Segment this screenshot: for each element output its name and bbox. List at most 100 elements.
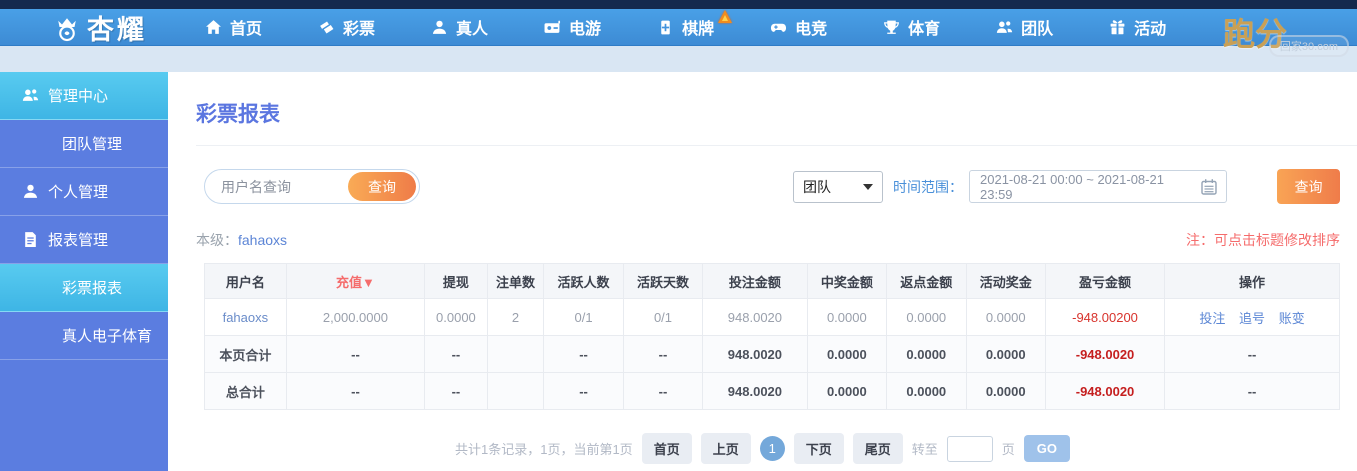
nav-label: 电竞 bbox=[795, 21, 828, 38]
header-label: 充值 bbox=[336, 274, 363, 290]
nav-menu: 首页 彩票 真人 电游 棋牌 电竞 体育 团队 bbox=[177, 9, 1194, 46]
cell-profit: -948.0020 bbox=[1044, 372, 1166, 410]
level-username-link[interactable]: fahaoxs bbox=[238, 232, 288, 248]
sidebar-item-live-esports[interactable]: 真人电子体育 bbox=[0, 312, 168, 360]
level-row: 本级： fahaoxs 注：可点击标题修改排序 bbox=[196, 230, 1340, 250]
nav-item-chess[interactable]: 棋牌 bbox=[629, 9, 742, 46]
bet-detail-link[interactable]: 投注 bbox=[1199, 310, 1226, 326]
arcade-icon bbox=[544, 20, 561, 33]
scope-select[interactable]: 团队 bbox=[793, 170, 883, 203]
header-bet-amount[interactable]: 投注金额 bbox=[702, 263, 808, 299]
nav-item-live[interactable]: 真人 bbox=[403, 9, 516, 46]
nav-item-team[interactable]: 团队 bbox=[968, 9, 1081, 46]
time-range-label: 时间范围： bbox=[893, 178, 963, 195]
next-page-button[interactable]: 下页 bbox=[793, 433, 844, 464]
cell-activity-bonus: 0.0000 bbox=[965, 335, 1046, 373]
header-withdraw[interactable]: 提现 bbox=[424, 263, 488, 299]
sidebar-item-report-management[interactable]: 报表管理 bbox=[0, 216, 168, 264]
cell-active-days: -- bbox=[622, 372, 704, 410]
nav-item-lottery[interactable]: 彩票 bbox=[290, 9, 403, 46]
chevron-down-icon bbox=[863, 183, 873, 190]
nav-label: 电游 bbox=[569, 21, 602, 38]
sidebar-item-admin-center[interactable]: 管理中心 bbox=[0, 72, 168, 120]
header-activity-bonus[interactable]: 活动奖金 bbox=[965, 263, 1046, 299]
current-page-indicator[interactable]: 1 bbox=[759, 436, 785, 461]
nav-item-esports[interactable]: 电竞 bbox=[742, 9, 855, 46]
cell-activity-bonus: 0.0000 bbox=[965, 298, 1046, 336]
cell-active-days: -- bbox=[622, 335, 704, 373]
sidebar-item-label: 个人管理 bbox=[48, 184, 109, 201]
esports-icon bbox=[771, 23, 787, 32]
nav-label: 活动 bbox=[1134, 21, 1167, 38]
nav-item-home[interactable]: 首页 bbox=[177, 9, 290, 46]
cell-active-users: -- bbox=[543, 335, 624, 373]
sidebar-item-personal-management[interactable]: 个人管理 bbox=[0, 168, 168, 216]
cell-activity-bonus: 0.0000 bbox=[965, 372, 1046, 410]
last-page-button[interactable]: 尾页 bbox=[852, 433, 903, 464]
cell-recharge: 2,000.0000 bbox=[285, 298, 426, 336]
nav-label: 体育 bbox=[908, 21, 941, 38]
go-button[interactable]: GO bbox=[1023, 435, 1071, 462]
nav-label: 棋牌 bbox=[682, 21, 715, 38]
nav-item-sports[interactable]: 体育 bbox=[855, 9, 968, 46]
sidebar: 管理中心 团队管理 个人管理 报表管理 彩票报表 真人电子体育 bbox=[0, 72, 168, 471]
trophy-icon bbox=[884, 20, 900, 34]
header-rebate-amount[interactable]: 返点金额 bbox=[886, 263, 967, 299]
header-operations[interactable]: 操作 bbox=[1164, 263, 1340, 299]
live-icon bbox=[432, 20, 447, 34]
home-icon bbox=[206, 19, 221, 34]
level-label: 本级： bbox=[196, 232, 238, 248]
nav-item-activity[interactable]: 活动 bbox=[1081, 9, 1194, 46]
header-active-days[interactable]: 活跃天数 bbox=[622, 263, 704, 299]
account-change-link[interactable]: 账变 bbox=[1278, 310, 1305, 326]
cell-active-users: 0/1 bbox=[543, 298, 624, 336]
cell-bet-count bbox=[486, 372, 545, 410]
sidebar-item-lottery-report[interactable]: 彩票报表 bbox=[0, 264, 168, 312]
cell-withdraw: -- bbox=[424, 372, 488, 410]
cell-bet-count: 2 bbox=[486, 298, 545, 336]
gift-icon bbox=[1110, 19, 1125, 34]
pagination-summary: 共计1条记录，1页，当前第1页 bbox=[454, 442, 633, 457]
page-unit-label: 页 bbox=[1001, 442, 1015, 457]
score-watermark: 跑分 回家30.com bbox=[1223, 9, 1349, 57]
goto-page-input[interactable] bbox=[946, 435, 993, 462]
table-row-page-total: 本页合计 -- -- -- -- 948.0020 0.0000 0.0000 … bbox=[204, 335, 1340, 373]
query-button[interactable]: 查询 bbox=[1277, 169, 1340, 204]
cell-active-users: -- bbox=[543, 372, 624, 410]
first-page-button[interactable]: 首页 bbox=[641, 433, 692, 464]
header-username[interactable]: 用户名 bbox=[204, 263, 287, 299]
cell-username: fahaoxs bbox=[204, 298, 287, 336]
header-recharge-sorted[interactable]: 充值▼ bbox=[285, 263, 426, 299]
cell-profit: -948.0020 bbox=[1044, 335, 1166, 373]
sidebar-item-team-management[interactable]: 团队管理 bbox=[0, 120, 168, 168]
prev-page-button[interactable]: 上页 bbox=[700, 433, 751, 464]
cell-operations: -- bbox=[1164, 335, 1340, 373]
user-icon bbox=[23, 184, 38, 198]
nav-item-arcade[interactable]: 电游 bbox=[516, 9, 629, 46]
header-bet-count[interactable]: 注单数 bbox=[486, 263, 545, 299]
brand-logo[interactable]: 杏耀 bbox=[52, 8, 147, 47]
cell-bet-count bbox=[486, 335, 545, 373]
filter-right: 团队 时间范围： 2021-08-21 00:00 ~ 2021-08-21 2… bbox=[793, 169, 1340, 204]
site-stamp-watermark: 回家30.com bbox=[1268, 35, 1349, 57]
table-header-row: 用户名 充值▼ 提现 注单数 活跃人数 活跃天数 投注金额 中奖金额 返点金额 … bbox=[204, 263, 1340, 299]
nav-label: 彩票 bbox=[343, 21, 376, 38]
header-active-users[interactable]: 活跃人数 bbox=[543, 263, 624, 299]
chase-number-link[interactable]: 追号 bbox=[1239, 310, 1266, 326]
sidebar-item-label: 真人电子体育 bbox=[62, 328, 153, 345]
pagination-bar: 共计1条记录，1页，当前第1页 首页 上页 1 下页 尾页 转至 页 GO bbox=[168, 433, 1357, 464]
cell-win-amount: 0.0000 bbox=[806, 298, 888, 336]
cell-label: 总合计 bbox=[204, 372, 287, 410]
brand-name: 杏耀 bbox=[87, 14, 147, 45]
search-submit-button[interactable]: 查询 bbox=[348, 172, 416, 201]
header-profit[interactable]: 盈亏金额 bbox=[1044, 263, 1166, 299]
header-win-amount[interactable]: 中奖金额 bbox=[806, 263, 888, 299]
nav-label: 团队 bbox=[1021, 21, 1054, 38]
username-search-input[interactable] bbox=[221, 178, 348, 195]
cell-rebate: 0.0000 bbox=[886, 372, 967, 410]
lottery-report-table: 用户名 充值▼ 提现 注单数 活跃人数 活跃天数 投注金额 中奖金额 返点金额 … bbox=[204, 263, 1340, 410]
sidebar-item-label: 彩票报表 bbox=[62, 280, 123, 297]
top-navbar: 杏耀 首页 彩票 真人 电游 棋牌 电竞 体育 bbox=[0, 8, 1357, 57]
username-link[interactable]: fahaoxs bbox=[222, 309, 269, 325]
date-range-input[interactable]: 2021-08-21 00:00 ~ 2021-08-21 23:59 bbox=[969, 170, 1227, 203]
